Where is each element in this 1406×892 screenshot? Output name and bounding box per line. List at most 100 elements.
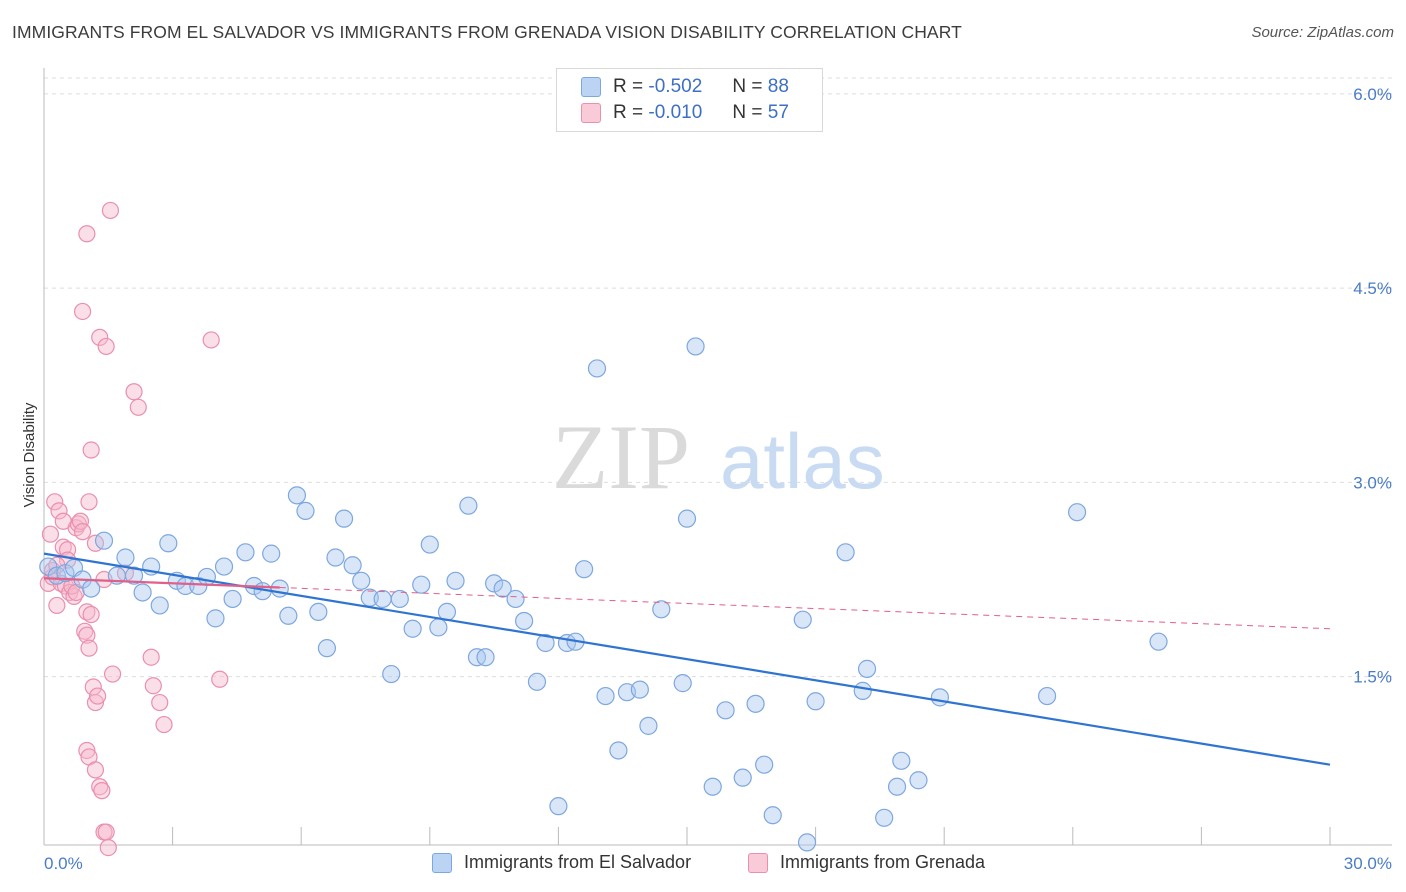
el-salvador-point (485, 574, 504, 593)
trend-lines (43, 552, 1331, 766)
correlation-legend: R = -0.502 N = 88 R = -0.010 N = 57 (556, 68, 823, 132)
el-salvador-point (875, 808, 894, 827)
el-salvador-point (420, 535, 439, 554)
grenada-point (93, 782, 111, 800)
y-axis-label: Vision Disability (21, 402, 38, 507)
el-salvador-point (746, 694, 765, 713)
el-salvador-point (857, 659, 877, 678)
grenada-point (78, 225, 96, 243)
el-salvador-point (334, 509, 354, 528)
legend-n-label: N = (732, 102, 763, 123)
el-salvador-point (390, 589, 409, 609)
grenada-point (101, 201, 120, 220)
grenada-point (144, 677, 162, 695)
el-salvador-point (587, 359, 607, 378)
source-label: Source: ZipAtlas.com (1251, 24, 1394, 41)
el-salvador-point (446, 571, 465, 590)
el-salvador-point (716, 701, 735, 720)
grenada-point (71, 512, 90, 530)
el-salvador-point (82, 579, 101, 598)
series-swatch-blue (432, 852, 452, 873)
el-salvador-point (892, 751, 911, 770)
el-salvador-point (806, 692, 825, 711)
el-salvador-point (887, 777, 907, 796)
grenada-trend-line-solid (43, 577, 280, 589)
y-tick-label: 1.5% (1353, 668, 1392, 687)
el-salvador-point (236, 543, 255, 562)
el-salvador-point (403, 619, 422, 638)
el-salvador-point (343, 556, 362, 575)
grenada-point (80, 493, 98, 511)
y-tick-labels: 1.5% 3.0% 4.5% 6.0% (1353, 85, 1392, 687)
grenada-point (202, 331, 220, 349)
legend-n-value: 57 (767, 102, 789, 123)
el-salvador-point (1067, 503, 1087, 522)
legend-r-value: -0.502 (648, 76, 703, 97)
grenada-point (86, 693, 105, 712)
grenada-point (211, 670, 229, 688)
grenada-point (73, 523, 92, 541)
grenada-point (97, 823, 115, 841)
grenada-point (54, 512, 72, 530)
series-legend-el-salvador: Immigrants from El Salvador (432, 852, 691, 873)
grenada-point (142, 648, 160, 666)
el-salvador-point (1149, 632, 1168, 651)
el-salvador-point (352, 571, 371, 590)
el-salvador-point (836, 543, 855, 562)
el-salvador-point (536, 633, 555, 653)
x-tick-labels: 0.0% 30.0% (44, 854, 1392, 873)
grenada-point (46, 493, 64, 511)
el-salvador-point (296, 501, 315, 520)
el-salvador-point (459, 496, 478, 515)
el-salvador-point (317, 639, 337, 658)
el-salvador-point (124, 566, 144, 585)
el-salvador-trend-line (43, 552, 1331, 766)
el-salvador-point (609, 741, 628, 760)
el-salvador-point (214, 557, 234, 576)
grenada-point (50, 502, 68, 520)
series-label-grenada: Immigrants from Grenada (780, 852, 986, 872)
el-salvador-point (412, 575, 431, 594)
el-salvador-point (673, 674, 692, 693)
legend-n-value: 88 (767, 76, 789, 97)
el-salvador-point (326, 548, 345, 567)
el-salvador-point (270, 579, 289, 598)
el-salvador-point (382, 664, 401, 684)
legend-r-value: -0.010 (648, 102, 703, 123)
el-salvador-point (262, 544, 281, 563)
el-salvador-point (652, 600, 671, 619)
el-salvador-point (909, 771, 928, 790)
legend-row-grenada: R = -0.010 N = 57 (581, 100, 789, 126)
el-salvador-point (309, 602, 328, 622)
el-salvador-point (493, 579, 512, 598)
el-salvador-point (1037, 686, 1057, 706)
el-salvador-point (94, 531, 114, 550)
el-salvador-point (223, 589, 242, 609)
el-salvador-point (797, 833, 817, 852)
el-salvador-point (150, 596, 169, 615)
grenada-points (39, 201, 229, 857)
el-salvador-point (206, 609, 225, 628)
el-salvador-points (39, 337, 1168, 852)
x-tick-label: 0.0% (44, 854, 83, 873)
grenada-point (125, 383, 143, 401)
grenada-point (48, 596, 66, 615)
el-salvador-point (373, 589, 392, 609)
series-legend-grenada: Immigrants from Grenada (748, 852, 985, 873)
watermark-atlas: atlas (720, 417, 885, 505)
grenada-point (78, 741, 96, 760)
y-tick-label: 6.0% (1353, 85, 1392, 104)
el-salvador-point (677, 509, 697, 528)
el-salvador-point (686, 337, 705, 356)
el-salvador-point (116, 548, 135, 567)
series-legend: Immigrants from El Salvador Immigrants f… (0, 852, 1406, 878)
el-salvador-point (506, 589, 525, 609)
el-salvador-point (56, 563, 75, 583)
el-salvador-point (287, 486, 307, 505)
x-tick-label: 30.0% (1344, 854, 1392, 873)
grenada-point (86, 761, 105, 779)
series-swatch-pink (748, 852, 768, 873)
el-salvador-point (197, 567, 216, 587)
grenada-point (82, 441, 100, 459)
